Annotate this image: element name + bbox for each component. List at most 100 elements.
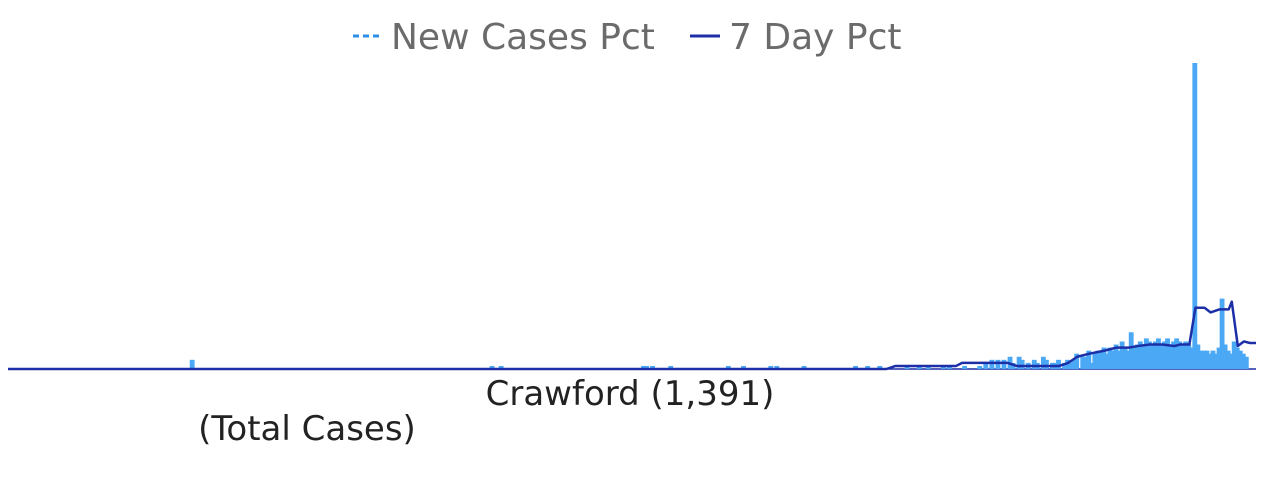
bar-new-cases-pct bbox=[1162, 341, 1167, 369]
bar-new-cases-pct bbox=[916, 365, 922, 369]
plot-area bbox=[8, 63, 1256, 371]
bar-new-cases-pct bbox=[1146, 341, 1152, 369]
bar-new-cases-pct bbox=[1071, 359, 1077, 369]
bar-new-cases-pct bbox=[1122, 347, 1128, 369]
bar-new-cases-pct bbox=[995, 359, 1001, 369]
bar-new-cases-pct bbox=[1143, 338, 1149, 369]
bar-new-cases-pct bbox=[1192, 63, 1198, 369]
bar-new-cases-pct bbox=[768, 365, 774, 369]
bar-new-cases-pct bbox=[1113, 344, 1119, 369]
bar-new-cases-pct bbox=[1216, 347, 1222, 369]
bar-new-cases-pct bbox=[1231, 341, 1237, 369]
bar-new-cases-pct bbox=[1043, 359, 1049, 369]
bar-new-cases-pct bbox=[925, 365, 931, 369]
bar-new-cases-pct bbox=[853, 365, 858, 369]
bar-new-cases-pct bbox=[498, 365, 504, 369]
bar-new-cases-pct bbox=[1092, 353, 1098, 369]
bar-new-cases-pct bbox=[1062, 362, 1067, 369]
bar-new-cases-pct bbox=[1225, 350, 1231, 369]
bar-new-cases-pct bbox=[1204, 350, 1210, 369]
bar-new-cases-pct bbox=[1213, 353, 1219, 369]
bar-new-cases-pct bbox=[1149, 344, 1155, 369]
bar-new-cases-pct bbox=[1140, 344, 1146, 369]
bar-new-cases-pct bbox=[1098, 350, 1104, 369]
bar-new-cases-pct bbox=[1237, 350, 1243, 369]
bar-new-cases-pct bbox=[641, 365, 646, 369]
legend-label-7-day-pct: 7 Day Pct bbox=[729, 17, 902, 58]
bar-new-cases-pct bbox=[1165, 338, 1170, 369]
bar-new-cases-pct bbox=[865, 365, 871, 369]
bar-new-cases-pct bbox=[1240, 353, 1246, 369]
bar-new-cases-pct bbox=[1095, 350, 1101, 369]
bar-new-cases-pct bbox=[1040, 356, 1046, 369]
bar-new-cases-pct bbox=[1068, 362, 1074, 369]
bar-new-cases-pct bbox=[1086, 350, 1092, 369]
bar-new-cases-pct bbox=[1134, 344, 1140, 369]
chart-subtitle: (Total Cases) bbox=[198, 409, 416, 449]
bar-new-cases-pct bbox=[983, 362, 989, 369]
bar-new-cases-pct bbox=[741, 365, 746, 369]
bar-new-cases-pct bbox=[1089, 362, 1095, 369]
bar-new-cases-pct bbox=[1201, 350, 1207, 369]
bar-new-cases-pct bbox=[904, 365, 910, 369]
bar-new-cases-pct bbox=[1198, 350, 1204, 369]
bar-new-cases-pct bbox=[1137, 341, 1143, 369]
bar-new-cases-pct bbox=[947, 365, 952, 369]
bar-new-cases-pct bbox=[1128, 332, 1134, 369]
bar-new-cases-pct bbox=[1074, 353, 1080, 369]
bar-new-cases-pct bbox=[1083, 356, 1089, 369]
legend: New Cases Pct 7 Day Pct bbox=[353, 17, 902, 58]
bar-new-cases-pct bbox=[1177, 341, 1183, 369]
bar-new-cases-pct bbox=[644, 365, 649, 369]
bar-new-cases-pct bbox=[1101, 347, 1107, 369]
bar-new-cases-pct bbox=[801, 365, 807, 369]
bar-new-cases-pct bbox=[1065, 359, 1071, 369]
bar-new-cases-pct bbox=[1119, 341, 1125, 369]
bar-new-cases-pct bbox=[1180, 344, 1186, 369]
bar-new-cases-pct bbox=[1104, 353, 1110, 369]
bar-new-cases-pct bbox=[1174, 338, 1180, 369]
bar-new-cases-pct bbox=[650, 365, 656, 369]
line-7-day-pct bbox=[8, 300, 1256, 371]
bar-new-cases-pct bbox=[1171, 341, 1177, 369]
bar-new-cases-pct bbox=[668, 365, 674, 369]
legend-item-7-day-pct[interactable]: 7 Day Pct bbox=[690, 17, 902, 58]
bar-new-cases-pct bbox=[1001, 359, 1007, 369]
bar-new-cases-pct bbox=[725, 365, 731, 369]
bar-new-cases-pct bbox=[1125, 350, 1131, 369]
bar-new-cases-pct bbox=[1219, 298, 1225, 369]
bar-new-cases-pct bbox=[1080, 356, 1086, 369]
bar-new-cases-pct bbox=[1131, 347, 1137, 369]
bar-new-cases-pct bbox=[1222, 344, 1228, 369]
bar-new-cases-pct bbox=[1210, 350, 1216, 369]
bar-new-cases-pct bbox=[774, 365, 780, 369]
bar-new-cases-pct bbox=[1019, 359, 1025, 369]
bar-new-cases-pct bbox=[189, 359, 195, 369]
bar-new-cases-pct bbox=[1110, 350, 1116, 369]
bar-new-cases-pct bbox=[1056, 359, 1061, 369]
bar-new-cases-pct bbox=[1189, 347, 1195, 369]
series-new-cases-pct bbox=[189, 63, 1249, 369]
bar-new-cases-pct bbox=[1228, 353, 1234, 369]
legend-label-new-cases-pct: New Cases Pct bbox=[391, 17, 655, 58]
bar-new-cases-pct bbox=[1207, 353, 1213, 369]
bar-new-cases-pct bbox=[1183, 341, 1189, 369]
bar-new-cases-pct bbox=[1168, 344, 1174, 369]
bar-new-cases-pct bbox=[1186, 344, 1192, 369]
bar-new-cases-pct bbox=[1107, 347, 1113, 369]
bar-new-cases-pct bbox=[940, 365, 946, 369]
bar-new-cases-pct bbox=[989, 359, 995, 369]
chart-title: Crawford (1,391) bbox=[486, 374, 775, 414]
bar-new-cases-pct bbox=[1234, 347, 1240, 369]
bar-new-cases-pct bbox=[1116, 350, 1122, 369]
bar-new-cases-pct bbox=[1243, 356, 1249, 369]
legend-item-new-cases-pct[interactable]: New Cases Pct bbox=[353, 17, 655, 58]
bar-new-cases-pct bbox=[962, 365, 968, 369]
bar-new-cases-pct bbox=[489, 365, 495, 369]
bar-new-cases-pct bbox=[1031, 359, 1037, 369]
bar-new-cases-pct bbox=[1195, 344, 1201, 369]
bar-new-cases-pct bbox=[1159, 344, 1164, 369]
bar-new-cases-pct bbox=[877, 365, 883, 369]
bar-new-cases-pct bbox=[1153, 341, 1158, 369]
